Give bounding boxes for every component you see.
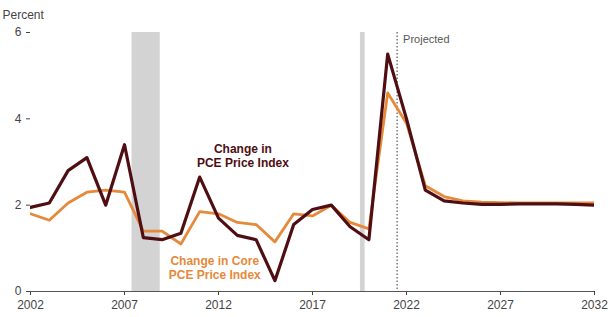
svg-text:Change inPCE Price Index: Change inPCE Price Index xyxy=(197,142,289,170)
svg-text:2: 2 xyxy=(15,198,22,212)
svg-text:Projected: Projected xyxy=(403,32,449,44)
svg-text:2017: 2017 xyxy=(299,298,326,312)
svg-text:6: 6 xyxy=(15,25,22,39)
svg-text:Percent: Percent xyxy=(3,8,45,22)
svg-text:2002: 2002 xyxy=(17,298,44,312)
svg-text:2007: 2007 xyxy=(111,298,138,312)
svg-text:Change in CorePCE Price Index: Change in CorePCE Price Index xyxy=(169,254,261,282)
svg-text:2012: 2012 xyxy=(205,298,232,312)
svg-text:0: 0 xyxy=(15,284,22,298)
svg-text:2032: 2032 xyxy=(581,298,608,312)
svg-text:2027: 2027 xyxy=(487,298,514,312)
svg-text:2022: 2022 xyxy=(393,298,420,312)
svg-text:4: 4 xyxy=(15,112,22,126)
